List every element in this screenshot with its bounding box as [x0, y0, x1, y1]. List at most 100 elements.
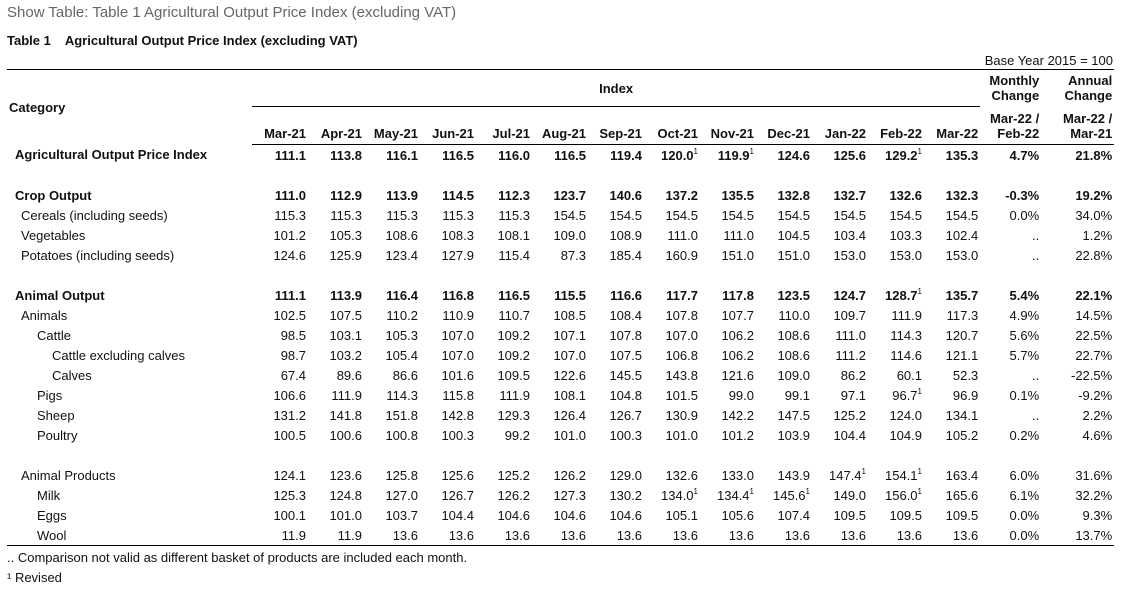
index-cell: 108.6 [777, 327, 810, 343]
index-cell: 103.7 [385, 507, 418, 523]
index-cell: 106.2 [721, 347, 754, 363]
page-title: Show Table: Table 1 Agricultural Output … [7, 4, 457, 21]
index-cell: 116.5 [442, 147, 474, 163]
index-cell: 153.0 [889, 247, 922, 263]
index-cell: 107.4 [777, 507, 810, 523]
index-cell: 151.0 [721, 247, 754, 263]
index-cell: 86.6 [392, 367, 418, 383]
index-cell: 131.2 [273, 407, 306, 423]
index-cell: 109.0 [777, 367, 810, 383]
index-cell: 107.5 [609, 347, 642, 363]
index-cell: 151.0 [777, 247, 810, 263]
row-label: Cereals (including seeds) [21, 207, 168, 223]
index-cell: 129.3 [497, 407, 530, 423]
index-cell: 124.0 [889, 407, 922, 423]
index-cell: 111.9 [499, 387, 530, 403]
month-header: Jun-21 [420, 106, 476, 145]
index-cell: 154.5 [833, 207, 866, 223]
index-cell: 127.3 [553, 487, 586, 503]
index-cell: 108.1 [497, 227, 530, 243]
index-cell: 147.5 [777, 407, 810, 423]
table-row: Pigs 106.6 111.9 114.3 115.8 111.9 108.1 104.8 1… [7, 385, 1114, 405]
table-row: Animal Products 124.1 123.6 125.8 125.6 125.2… [7, 465, 1114, 485]
index-cell: 108.5 [553, 307, 586, 323]
index-cell: 105.3 [329, 227, 362, 243]
index-cell: 104.6 [609, 507, 642, 523]
index-cell: 96.9 [952, 387, 979, 403]
index-cell: 111.0 [835, 327, 866, 343]
table-row: Agricultural Output Price Index 111.1 113.… [7, 145, 1114, 166]
index-cell: 104.6 [553, 507, 586, 523]
index-cell: 52.3 [952, 367, 979, 383]
index-cell: 121.1 [945, 347, 979, 363]
index-cell: 109.7 [833, 307, 866, 323]
index-cell: 142.2 [721, 407, 754, 423]
monthly-change-cell: .. [1031, 247, 1040, 263]
index-cell: 145.5 [609, 367, 642, 383]
index-cell: 97.1 [840, 387, 866, 403]
spacer-row [7, 165, 1114, 185]
index-cell: 99.2 [504, 427, 530, 443]
monthly-change-cell: 0.0% [980, 525, 1042, 546]
index-cell: 108.3 [441, 227, 474, 243]
index-cell: 125.6 [441, 467, 474, 483]
index-cell: 124.1 [273, 467, 306, 483]
index-cell: 107.7 [721, 307, 754, 323]
monthly-change-cell: 0.2% [1009, 427, 1040, 443]
index-cell: 13.6 [364, 525, 420, 546]
annual-change-cell: 14.5% [1075, 307, 1113, 323]
annual-change-cell: 1.2% [1082, 227, 1113, 243]
index-cell: 115.3 [442, 207, 474, 223]
index-cell: 13.6 [588, 525, 644, 546]
revised-marker: 1 [805, 486, 810, 496]
index-cell: 143.9 [777, 467, 810, 483]
index-cell: 116.5 [498, 287, 530, 303]
row-label: Pigs [37, 387, 63, 403]
index-cell: 121.6 [721, 367, 754, 383]
index-cell: 103.9 [777, 427, 810, 443]
index-cell: 109.2 [497, 347, 530, 363]
index-cell: 111.0 [274, 187, 306, 203]
monthly-change-cell: -0.3% [1005, 187, 1040, 203]
index-cell: 125.6 [833, 147, 866, 163]
annual-change-cell: 9.3% [1082, 507, 1113, 523]
index-cell: 106.6 [273, 387, 306, 403]
index-cell: 141.8 [329, 407, 362, 423]
month-header: Mar-22 [924, 106, 981, 145]
index-cell: 134.41 [717, 486, 754, 503]
spacer-row [7, 445, 1114, 465]
row-label: Vegetables [21, 227, 86, 243]
index-cell: 100.8 [385, 427, 418, 443]
index-cell: 100.5 [273, 427, 306, 443]
index-cell: 107.0 [553, 347, 586, 363]
index-cell: 151.8 [385, 407, 418, 423]
annual-change-cell: 22.8% [1075, 247, 1113, 263]
index-cell: 104.8 [609, 387, 642, 403]
index-cell: 107.0 [665, 327, 698, 343]
annual-change-cell: 19.2% [1075, 187, 1113, 203]
table-row: Animals 102.5 107.5 110.2 110.9 110.7 108.5 108… [7, 305, 1114, 325]
index-cell: 126.7 [609, 407, 642, 423]
index-cell: 120.7 [945, 327, 979, 343]
month-header: Dec-21 [756, 106, 812, 145]
index-cell: 154.5 [553, 207, 586, 223]
index-cell: 125.2 [833, 407, 866, 423]
index-cell: 102.4 [945, 227, 979, 243]
index-cell: 107.8 [609, 327, 642, 343]
monthly-period-header: Mar-22 /Feb-22 [980, 106, 1042, 145]
index-cell: 124.6 [273, 247, 306, 263]
index-cell: 147.41 [829, 466, 866, 483]
monthly-change-cell: 5.7% [1009, 347, 1040, 363]
monthly-change-cell: 6.0% [1009, 467, 1040, 483]
index-cell: 124.6 [777, 147, 810, 163]
index-cell: 13.6 [420, 525, 476, 546]
monthly-change-cell: 0.0% [1009, 507, 1040, 523]
annual-change-cell: 21.8% [1075, 147, 1113, 163]
index-cell: 109.0 [553, 227, 586, 243]
index-cell: 126.2 [553, 467, 586, 483]
row-label: Cattle excluding calves [52, 347, 185, 363]
index-cell: 130.9 [665, 407, 698, 423]
index-cell: 149.0 [833, 487, 866, 503]
index-cell: 13.6 [476, 525, 532, 546]
index-cell: 123.7 [553, 187, 586, 203]
